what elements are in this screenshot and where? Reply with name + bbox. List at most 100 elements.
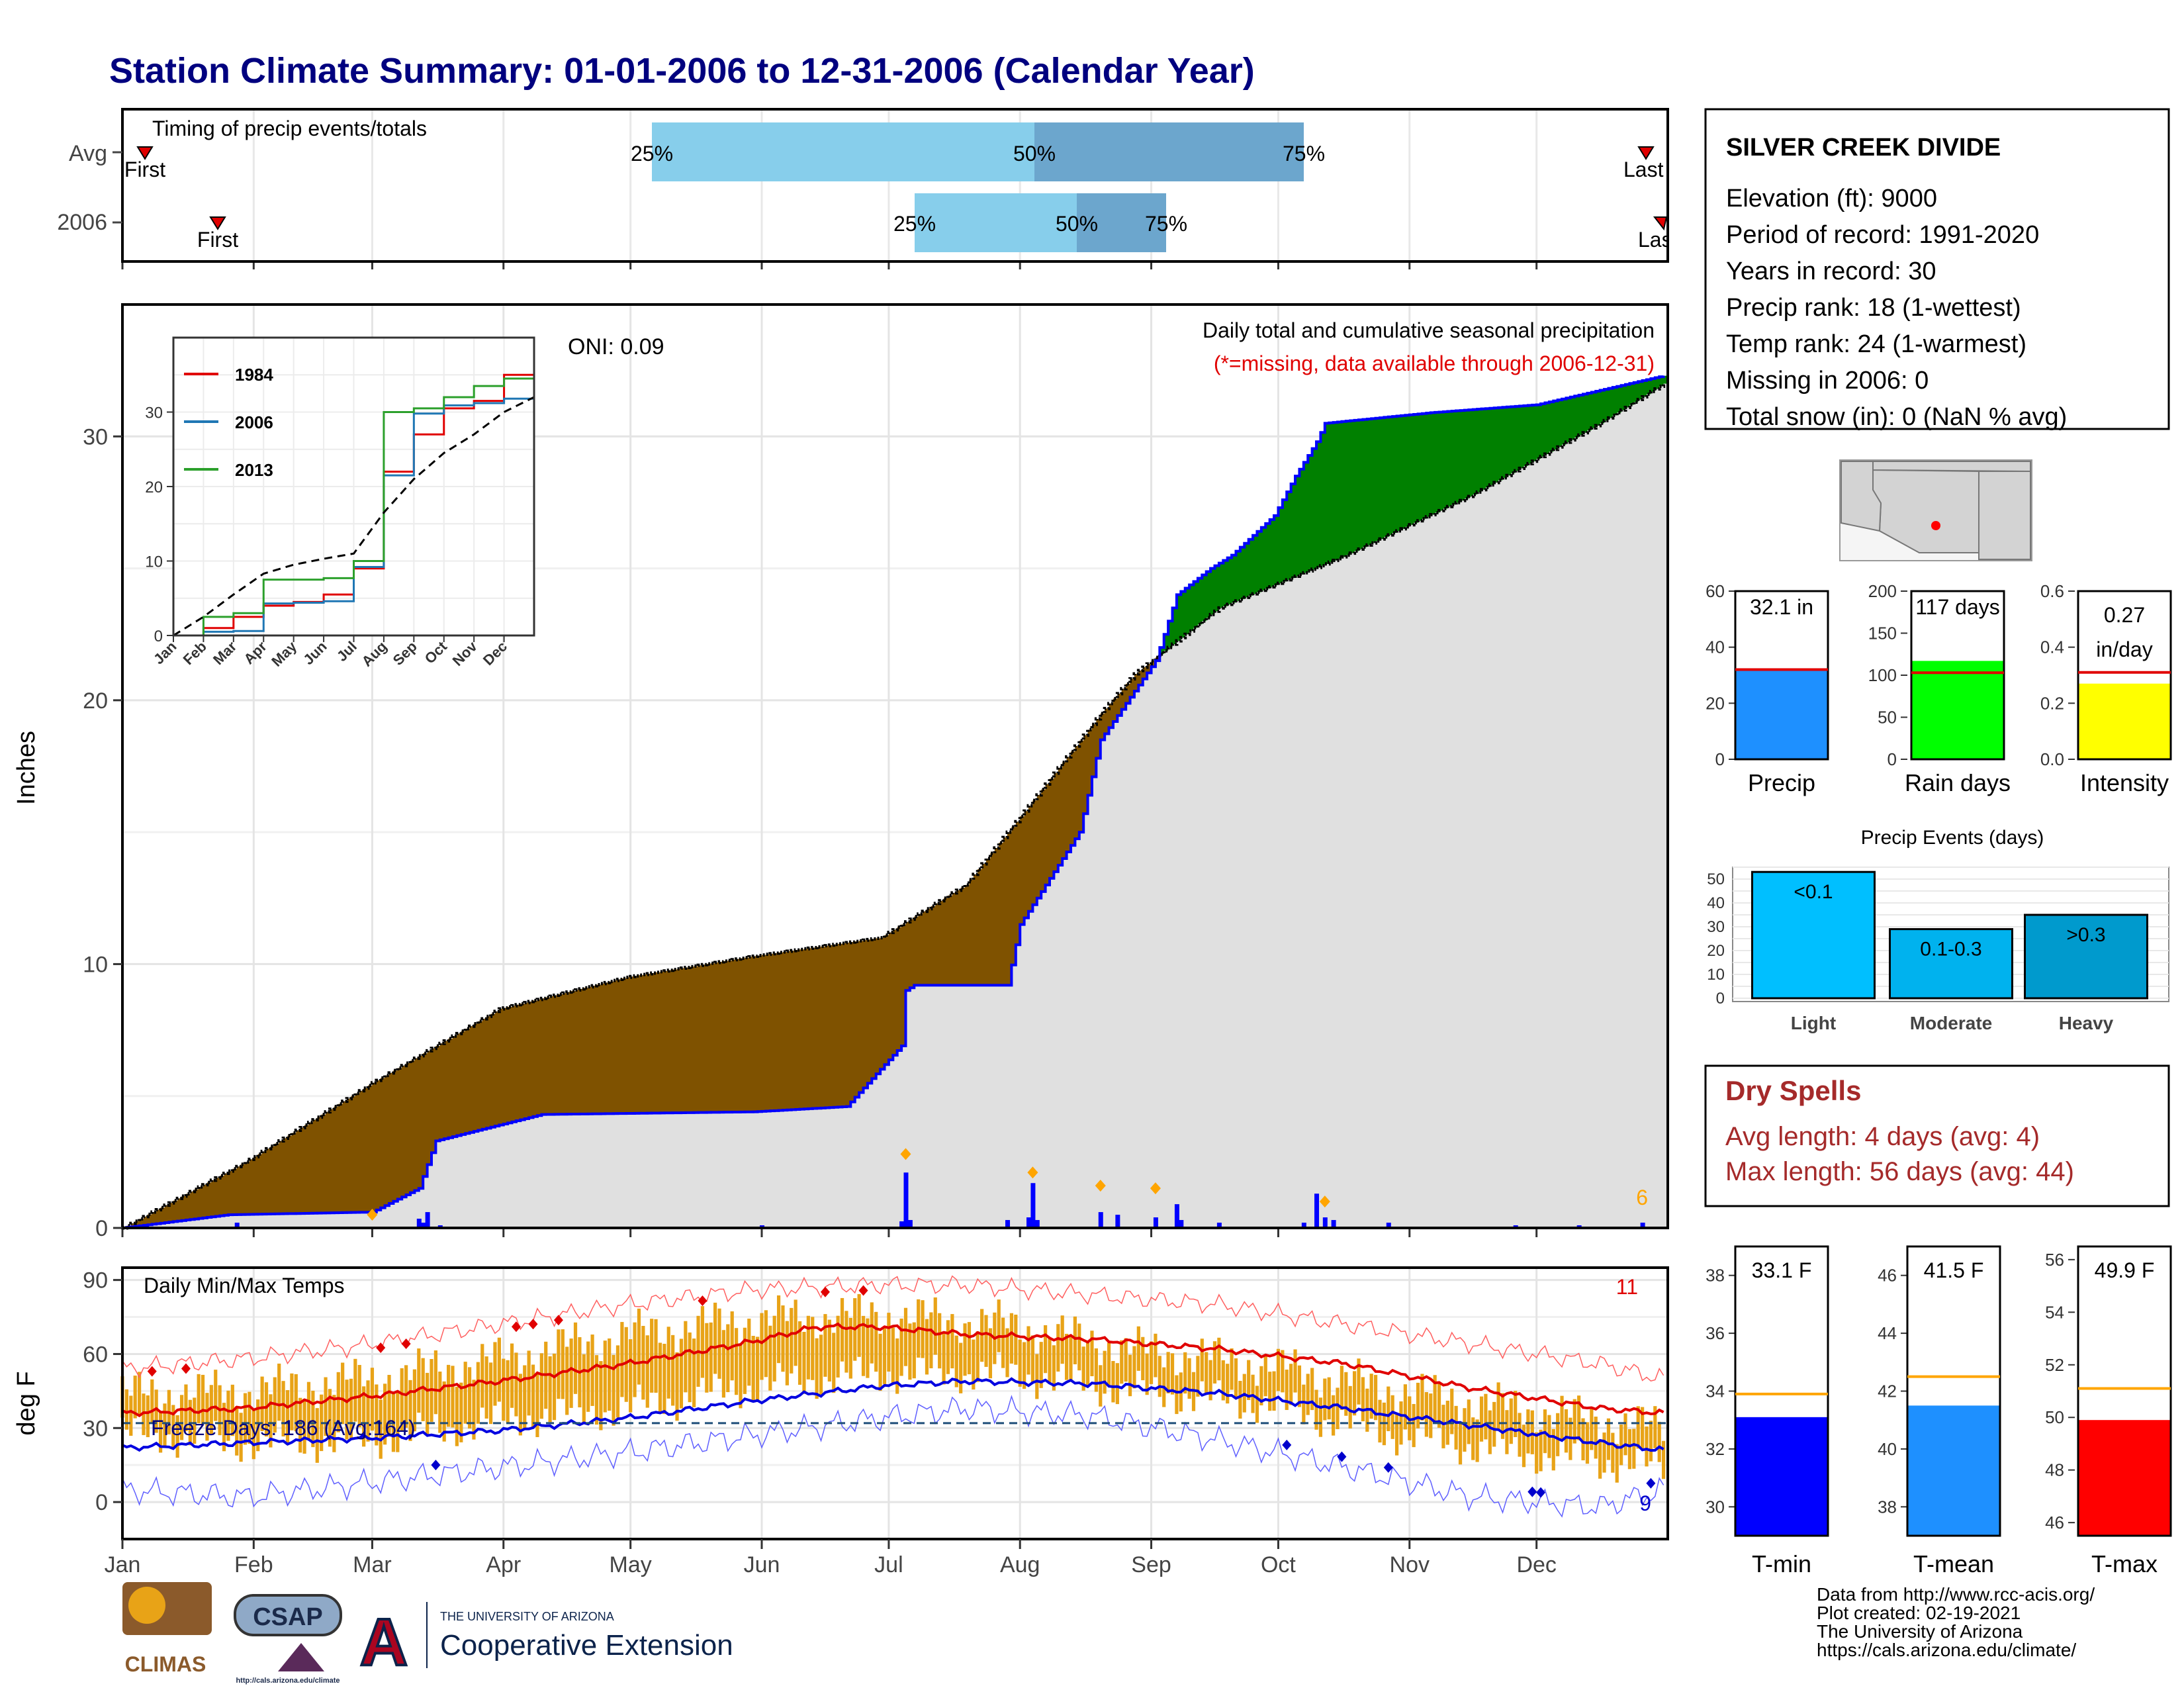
daily-temp-bar xyxy=(929,1312,933,1369)
timing-panel: Timing of precip events/totals Avg 2006 … xyxy=(57,108,1678,269)
first-label-2006: First xyxy=(197,228,238,252)
daily-temp-bar xyxy=(1454,1405,1458,1450)
precip-average-line xyxy=(122,383,1666,1230)
timing-2006-label: 2006 xyxy=(57,210,107,235)
daily-temp-bar xyxy=(608,1338,612,1411)
daily-temp-bar xyxy=(1107,1342,1111,1387)
footer-line-4: https://cals.arizona.edu/climate/ xyxy=(1817,1640,2076,1660)
precip-events-chart: Precip Events (days) Light Moderate Heav… xyxy=(1707,827,2169,1033)
daily-temp-bar xyxy=(345,1380,349,1440)
daily-temp-bar xyxy=(1429,1393,1433,1438)
daily-temp-bar xyxy=(375,1384,379,1446)
daily-temp-bar xyxy=(408,1380,412,1441)
temp-title: Daily Min/Max Temps xyxy=(144,1274,344,1297)
record-low-count: 9 xyxy=(1639,1491,1651,1515)
daily-temp-bar xyxy=(518,1374,522,1436)
raindays-bar-value: 117 days xyxy=(1915,595,2000,619)
daily-temp-bar xyxy=(561,1329,565,1399)
inset-line-2013 xyxy=(173,375,535,637)
daily-temp-bar xyxy=(400,1368,404,1431)
daily-temp-bar xyxy=(455,1387,459,1446)
station-missing: Missing in 2006: 0 xyxy=(1726,367,1929,395)
daily-temp-bar xyxy=(396,1392,400,1452)
avg-min-line xyxy=(122,1377,1664,1452)
daily-temp-bar xyxy=(1183,1352,1187,1394)
daily-temp-bar xyxy=(1602,1432,1606,1473)
record-high-marker xyxy=(528,1319,538,1330)
daily-temp-bar xyxy=(260,1376,264,1431)
precip-cumulative-base-area xyxy=(122,383,1668,1228)
daily-temp-bar xyxy=(1128,1354,1132,1397)
daily-temp-bar xyxy=(1353,1371,1357,1416)
first-marker-2006 xyxy=(209,216,226,230)
daily-temp-bar xyxy=(243,1393,248,1445)
daily-temp-bar xyxy=(209,1385,213,1434)
daily-precip-bar xyxy=(1216,1223,1222,1228)
daily-temp-bar xyxy=(146,1395,150,1438)
temp-summary-y-tick-label: 50 xyxy=(2045,1407,2064,1427)
daily-precip-bars xyxy=(137,1172,1645,1228)
inset-lines xyxy=(173,352,535,637)
daily-temp-bar xyxy=(1437,1382,1441,1428)
oni-value: ONI: 0.09 xyxy=(568,334,664,359)
record-low-marker xyxy=(1282,1439,1292,1450)
daily-temp-bar xyxy=(912,1322,916,1379)
csap-logo-mountain xyxy=(278,1643,324,1671)
daily-precip-bar xyxy=(899,1221,905,1228)
daily-temp-bar xyxy=(158,1411,163,1453)
record-low-marker xyxy=(1646,1477,1656,1489)
daily-temp-bar xyxy=(514,1352,518,1417)
daily-temp-bar xyxy=(1111,1360,1115,1403)
precip-subtitle: Daily total and cumulative seasonal prec… xyxy=(1203,318,1655,342)
daily-temp-bar xyxy=(239,1413,243,1462)
summary-y-tick-label: 100 xyxy=(1868,665,1897,685)
daily-temp-bar xyxy=(506,1360,510,1423)
daily-temp-bar xyxy=(967,1322,972,1375)
last-marker-2006 xyxy=(1653,216,1668,231)
daily-temp-bar xyxy=(1416,1382,1420,1429)
daily-temp-bar xyxy=(1035,1354,1039,1399)
last-label-2006: Last xyxy=(1638,228,1678,252)
daily-temp-bar xyxy=(569,1338,573,1408)
daily-temp-bar xyxy=(1522,1425,1526,1468)
tmin-summary-frame xyxy=(1734,1245,1829,1537)
daily-temp-bar xyxy=(946,1320,950,1374)
daily-temp-bar xyxy=(815,1338,819,1399)
daily-temp-bar xyxy=(226,1390,230,1441)
daily-temp-bar xyxy=(1450,1388,1454,1434)
precip-ylabel: Inches xyxy=(13,731,40,805)
daily-temp-bar xyxy=(1175,1375,1179,1415)
daily-temp-bar xyxy=(539,1353,543,1419)
daily-temp-bar xyxy=(1310,1368,1314,1411)
daily-temp-bar xyxy=(1145,1353,1149,1395)
intensity-summary-bar xyxy=(2078,683,2171,759)
inset-y-tick-label: 0 xyxy=(154,628,163,645)
tmax-bar-label: T-max xyxy=(2091,1550,2158,1577)
daily-temp-bar xyxy=(251,1409,255,1460)
month-label: Jun xyxy=(744,1552,780,1577)
daily-temp-bar xyxy=(1208,1360,1212,1401)
daily-temp-bar xyxy=(1539,1429,1543,1472)
daily-temp-bar xyxy=(684,1321,688,1393)
daily-temp-bar xyxy=(150,1379,154,1424)
station-period: Period of record: 1991-2020 xyxy=(1726,221,2039,249)
daily-temp-bar xyxy=(887,1313,891,1372)
events-xlabel-moderate: Moderate xyxy=(1910,1013,1992,1033)
daily-temp-bar xyxy=(1606,1418,1611,1460)
daily-temp-bar xyxy=(1276,1348,1281,1391)
temp-y-tick-label: 0 xyxy=(95,1490,108,1515)
daily-precip-bar xyxy=(907,1220,913,1228)
daily-temp-bar xyxy=(1475,1419,1479,1462)
events-y-tick-label: 50 xyxy=(1707,870,1725,888)
daily-temp-bar xyxy=(1272,1371,1276,1411)
record-high-marker xyxy=(181,1363,191,1374)
daily-temp-bar xyxy=(662,1344,666,1415)
daily-temp-bar xyxy=(1424,1392,1428,1437)
temp-panel: 0 30 60 90 deg F Daily Min/Max Temps Freeze… xyxy=(13,1266,1669,1540)
daily-temp-bar xyxy=(281,1381,285,1436)
temp-summary-y-tick-label: 30 xyxy=(1706,1497,1725,1517)
summary-y-tick-label: 50 xyxy=(1878,708,1897,727)
extreme-precip-marker xyxy=(367,1209,378,1221)
daily-temp-bar xyxy=(264,1382,269,1437)
daily-temp-bar xyxy=(811,1317,815,1380)
